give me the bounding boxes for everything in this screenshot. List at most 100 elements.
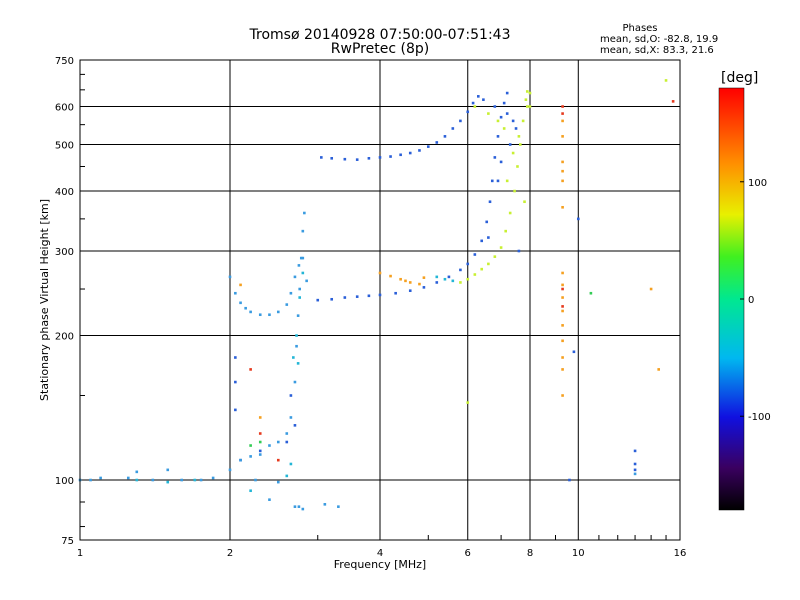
data-point xyxy=(276,310,280,314)
data-point xyxy=(561,356,564,359)
data-point xyxy=(408,281,412,284)
data-point xyxy=(473,105,477,108)
data-point xyxy=(508,143,512,146)
data-point xyxy=(435,141,439,144)
data-point xyxy=(199,478,203,482)
data-point xyxy=(305,279,308,283)
data-point xyxy=(633,472,637,476)
data-point xyxy=(378,293,382,297)
data-point xyxy=(480,239,484,243)
data-point xyxy=(298,296,302,299)
y-tick-label: 200 xyxy=(55,332,74,343)
data-point xyxy=(180,478,184,482)
data-point xyxy=(292,356,295,359)
data-point xyxy=(293,275,297,279)
data-point xyxy=(378,271,382,275)
data-point xyxy=(135,478,139,482)
data-point xyxy=(301,507,305,511)
data-point xyxy=(301,256,305,260)
data-point xyxy=(664,79,668,82)
data-point xyxy=(330,297,334,301)
data-point xyxy=(297,505,301,508)
data-point xyxy=(490,179,494,183)
data-point xyxy=(394,291,397,295)
data-point xyxy=(249,489,252,493)
data-point xyxy=(496,119,500,123)
data-point xyxy=(296,362,300,365)
data-point xyxy=(276,458,280,462)
data-point xyxy=(499,246,503,249)
data-point xyxy=(337,505,340,508)
data-point xyxy=(487,236,490,239)
data-point xyxy=(505,112,509,115)
data-point xyxy=(258,449,262,453)
data-point xyxy=(295,334,298,337)
data-point xyxy=(561,179,564,183)
data-point xyxy=(561,119,564,123)
data-point xyxy=(443,135,447,138)
y-tick-label: 600 xyxy=(55,103,74,114)
data-point xyxy=(633,462,637,466)
data-point xyxy=(418,149,421,152)
data-point xyxy=(561,324,564,327)
data-point xyxy=(493,105,497,108)
data-point xyxy=(193,478,197,482)
data-point xyxy=(561,305,564,308)
x-axis-label: Frequency [MHz] xyxy=(334,558,426,571)
data-point xyxy=(508,211,512,215)
data-point xyxy=(525,90,529,93)
phases-o-stats: mean, sd,O: -82.8, 19.9 xyxy=(600,34,719,45)
data-point xyxy=(561,283,564,287)
x-tick-label: 8 xyxy=(527,548,533,559)
data-point xyxy=(499,160,503,164)
data-point xyxy=(422,286,426,289)
y-tick-label: 500 xyxy=(55,141,74,152)
data-point xyxy=(258,416,262,419)
data-point xyxy=(487,112,490,115)
phases-x-stats: mean, sd,X: 83.3, 21.6 xyxy=(600,45,714,56)
data-point xyxy=(524,98,528,101)
data-point xyxy=(343,157,347,161)
data-point xyxy=(330,157,334,160)
data-point xyxy=(517,249,521,253)
data-point xyxy=(299,256,303,260)
data-point xyxy=(473,253,477,256)
data-point xyxy=(493,255,497,258)
data-point xyxy=(576,217,580,221)
x-tick-label: 6 xyxy=(465,548,471,559)
data-point xyxy=(435,281,439,284)
phases-heading: Phases xyxy=(622,23,658,34)
data-point xyxy=(303,211,306,215)
data-point xyxy=(285,432,289,435)
colorbar-tick-label: 0 xyxy=(748,295,754,306)
data-point xyxy=(151,478,155,482)
data-point xyxy=(482,98,485,101)
data-point xyxy=(505,91,509,95)
data-point xyxy=(234,380,237,384)
data-point xyxy=(511,119,515,123)
data-point xyxy=(426,145,430,148)
data-point xyxy=(568,478,571,482)
data-point xyxy=(477,95,480,98)
y-tick-label: 75 xyxy=(61,536,74,547)
data-point xyxy=(285,474,289,478)
data-point xyxy=(293,380,297,384)
data-point xyxy=(166,480,170,484)
data-point xyxy=(521,119,525,123)
data-point xyxy=(459,268,462,272)
x-tick-label: 2 xyxy=(227,548,233,559)
data-point xyxy=(89,478,92,482)
data-point xyxy=(99,476,102,480)
data-point xyxy=(289,291,293,295)
data-point xyxy=(258,432,262,435)
data-point xyxy=(493,156,497,159)
plot-frame xyxy=(79,59,681,541)
data-point xyxy=(561,271,564,275)
data-point xyxy=(289,394,293,397)
data-point xyxy=(459,281,462,284)
data-point xyxy=(404,279,407,283)
data-point xyxy=(649,287,653,291)
data-point xyxy=(466,110,470,114)
